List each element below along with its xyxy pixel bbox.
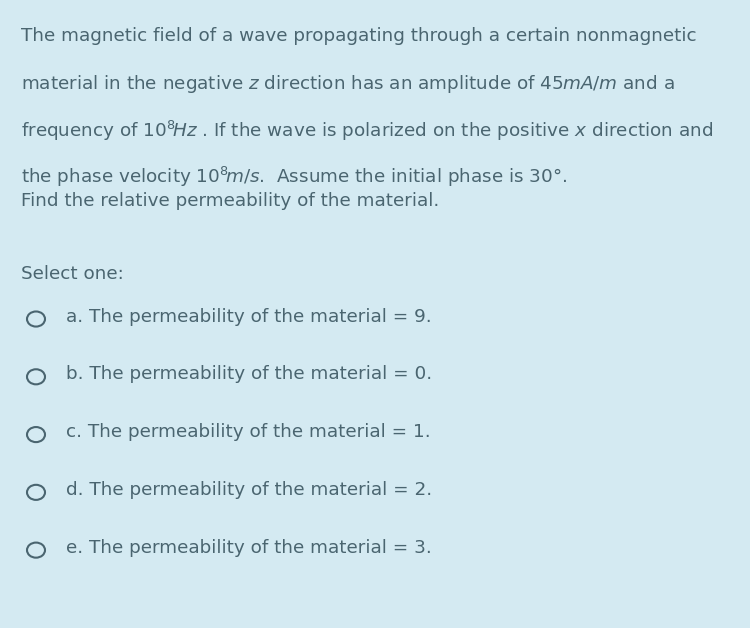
Text: b. The permeability of the material = 0.: b. The permeability of the material = 0.: [66, 365, 432, 384]
Text: Find the relative permeability of the material.: Find the relative permeability of the ma…: [21, 192, 439, 210]
Text: e. The permeability of the material = 3.: e. The permeability of the material = 3.: [66, 539, 432, 557]
Text: material in the negative $z$ direction has an amplitude of $45mA/m$ and a: material in the negative $z$ direction h…: [21, 73, 675, 95]
Text: the phase velocity $10^8\!m/s$.  Assume the initial phase is 30°.: the phase velocity $10^8\!m/s$. Assume t…: [21, 165, 568, 188]
Text: Select one:: Select one:: [21, 265, 124, 283]
Text: c. The permeability of the material = 1.: c. The permeability of the material = 1.: [66, 423, 430, 441]
Text: a. The permeability of the material = 9.: a. The permeability of the material = 9.: [66, 308, 432, 326]
Text: d. The permeability of the material = 2.: d. The permeability of the material = 2.: [66, 481, 432, 499]
Text: frequency of $10^8\!Hz$ . If the wave is polarized on the positive $x$ direction: frequency of $10^8\!Hz$ . If the wave is…: [21, 119, 713, 143]
Text: The magnetic field of a wave propagating through a certain nonmagnetic: The magnetic field of a wave propagating…: [21, 27, 697, 45]
